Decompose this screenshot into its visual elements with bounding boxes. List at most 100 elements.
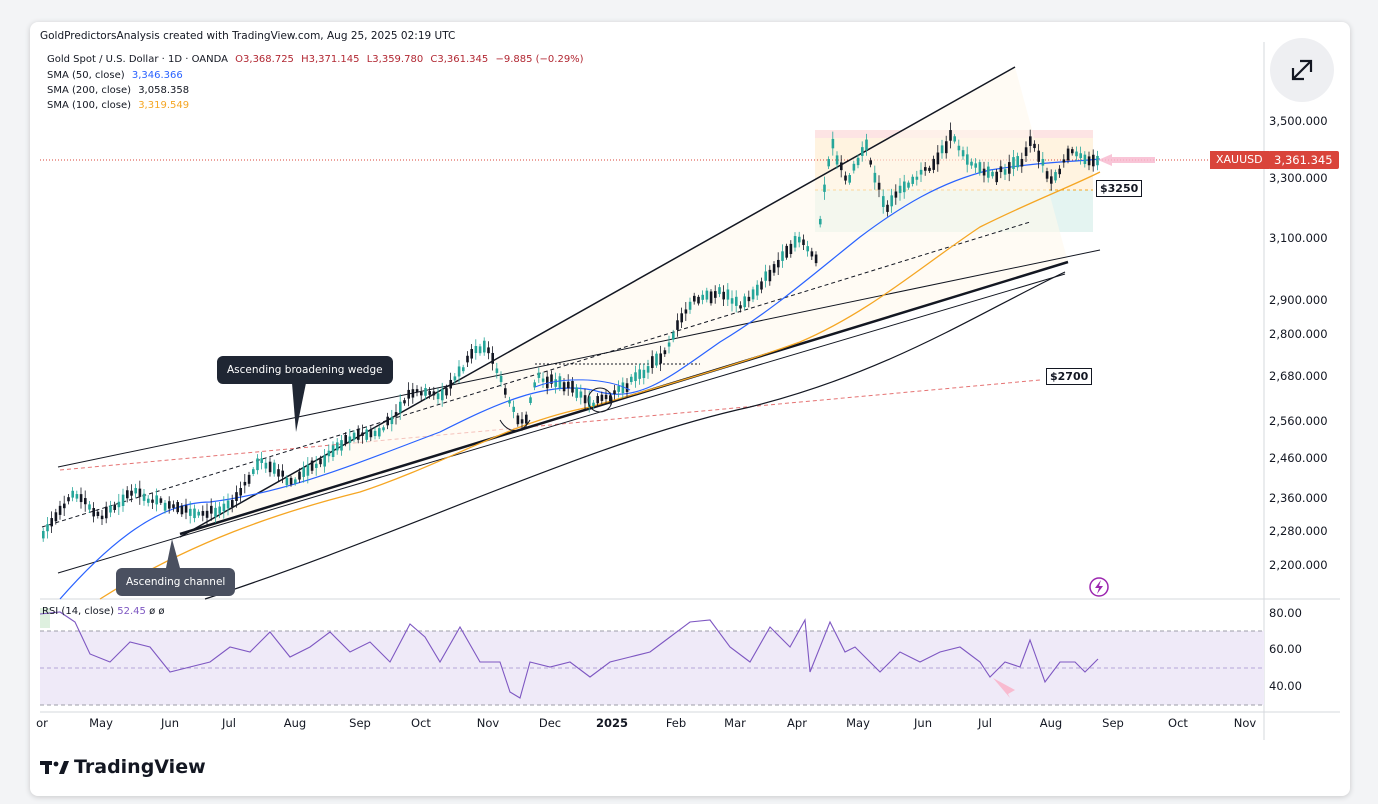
candle-body — [159, 498, 163, 503]
attribution-text: GoldPredictorsAnalysis created with Trad… — [40, 30, 456, 42]
sma200-line — [204, 271, 1066, 600]
candle-body — [1037, 150, 1040, 162]
candle-body — [625, 383, 629, 392]
symbol-line: Gold Spot / U.S. Dollar · 1D · OANDA — [47, 54, 228, 65]
candle-body — [634, 372, 637, 382]
candle-body — [142, 493, 146, 501]
candle-body — [134, 487, 137, 494]
rsi-legend[interactable]: RSI (14, close) 52.45 ø ø — [42, 606, 165, 617]
candle-body — [121, 494, 125, 506]
last-price-tag: 3,361.345 — [1268, 151, 1339, 169]
candle-body — [1096, 155, 1099, 166]
candle-body — [54, 512, 58, 522]
expand-arrows-icon — [1291, 59, 1313, 81]
candle-body — [562, 382, 566, 392]
level-2700-label[interactable]: $2700 — [1046, 368, 1093, 385]
candle-body — [504, 388, 507, 395]
candle-body — [432, 391, 436, 396]
candle-body — [558, 376, 562, 388]
candle-body — [285, 477, 289, 486]
candle-body — [903, 181, 906, 193]
tradingview-brand[interactable]: TradingView — [40, 756, 206, 778]
candle-body — [932, 158, 935, 170]
candle-body — [1083, 154, 1087, 165]
candle-body — [945, 141, 948, 154]
sma200-legend[interactable]: SMA (200, close) 3,058.358 — [47, 85, 193, 96]
x-tick: or — [36, 716, 48, 730]
candle-body — [537, 372, 541, 378]
candle-body — [361, 432, 364, 436]
candle-body — [189, 508, 192, 516]
symbol-legend[interactable]: Gold Spot / U.S. Dollar · 1D · OANDA O3,… — [47, 54, 588, 65]
y-tick: 2,800.000 — [1269, 327, 1328, 341]
candle-body — [491, 352, 494, 364]
candle-body — [529, 397, 532, 404]
wedge-callout-pointer — [292, 383, 306, 432]
sma50-legend[interactable]: SMA (50, close) 3,346.366 — [47, 70, 187, 81]
candle-body — [1033, 143, 1036, 149]
candle-body — [163, 502, 167, 511]
candle-body — [462, 367, 465, 372]
candle-body — [541, 378, 545, 382]
candle-body — [1041, 158, 1045, 166]
rsi-value: 52.45 — [117, 606, 146, 617]
candle-body — [256, 458, 259, 471]
candle-body — [63, 503, 66, 509]
candle-body — [1020, 158, 1024, 167]
level-3250-label[interactable]: $3250 — [1096, 180, 1143, 197]
sma50-arc — [534, 379, 631, 391]
candle-body — [294, 479, 297, 484]
rsi-pointer-arrow — [993, 678, 1015, 698]
candle-body — [281, 470, 284, 477]
channel-callout[interactable]: Ascending channel — [116, 568, 236, 596]
candle-body — [441, 389, 444, 401]
candle-body — [1075, 151, 1078, 157]
sma100-legend[interactable]: SMA (100, close) 3,319.549 — [47, 100, 193, 111]
candle-body — [79, 494, 83, 503]
candle-body — [680, 313, 683, 323]
rsi-overbought-shade — [40, 608, 50, 628]
candle-body — [861, 147, 864, 156]
candle-body — [575, 387, 578, 398]
candle-body — [583, 395, 587, 404]
candle-body — [844, 175, 847, 181]
candle-body — [806, 246, 809, 252]
candle-body — [201, 511, 205, 516]
lightning-icon[interactable] — [1089, 577, 1109, 597]
candle-body — [168, 501, 171, 509]
candle-body — [726, 289, 730, 300]
candle-body — [848, 175, 851, 183]
candle-body — [457, 366, 461, 377]
candle-body — [600, 394, 604, 401]
x-tick: Nov — [1233, 716, 1257, 730]
wedge-callout[interactable]: Ascending broadening wedge — [217, 356, 393, 384]
channel-upper-line — [57, 249, 1101, 468]
x-tick: May — [89, 716, 113, 730]
candle-body — [243, 481, 247, 486]
candle-body — [50, 518, 53, 527]
candle-body — [71, 490, 74, 498]
y-tick: 2,280.000 — [1269, 524, 1328, 538]
candle-body — [474, 346, 478, 353]
candle-body — [378, 428, 381, 437]
change-value: −9.885 (−0.29%) — [495, 54, 584, 65]
sma50-line — [59, 158, 1101, 600]
candle-body — [865, 139, 868, 151]
expand-button[interactable] — [1270, 38, 1334, 102]
x-tick: Jul — [222, 716, 236, 730]
candle-body — [730, 298, 734, 304]
candle-body — [424, 388, 427, 396]
candle-body — [940, 145, 944, 154]
candle-body — [810, 251, 814, 257]
y-tick: 2,460.000 — [1269, 451, 1328, 465]
symbol-tag[interactable]: XAUUSD — [1210, 151, 1269, 169]
candle-body — [520, 419, 524, 424]
candle-body — [298, 471, 301, 480]
candle-body — [764, 271, 767, 281]
tradingview-logo-icon — [40, 761, 69, 774]
candle-body — [533, 382, 536, 388]
candle-body — [155, 495, 158, 505]
x-tick-year: 2025 — [595, 716, 629, 730]
candle-body — [386, 416, 389, 426]
price-chart[interactable] — [30, 22, 1350, 796]
